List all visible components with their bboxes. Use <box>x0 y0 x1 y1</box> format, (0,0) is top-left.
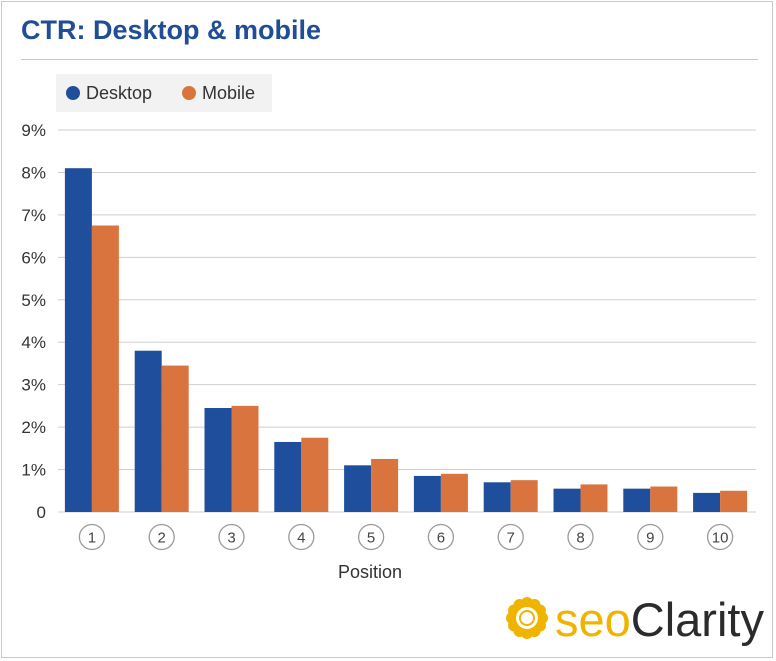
x-tick-label: 10 <box>712 530 729 547</box>
y-tick-label: 9% <box>21 121 46 140</box>
bar-mobile-position-7 <box>510 480 538 512</box>
x-tick-label: 2 <box>158 530 166 547</box>
x-tick-circle <box>567 523 594 551</box>
bar-desktop-position-10 <box>693 492 721 512</box>
x-tick-circle <box>357 523 385 551</box>
y-axis-ticks: 9% 8% 7% 6% 5% 4% 3% 2% 1% 0 <box>21 121 46 522</box>
x-tick-label: 9 <box>646 530 654 547</box>
bar-desktop-position-7 <box>483 482 511 512</box>
bar-mobile-position-6 <box>440 473 468 512</box>
x-tick-position-10: 10 <box>706 523 734 551</box>
legend-mobile-swatch <box>182 86 196 100</box>
x-tick-circle <box>218 523 245 551</box>
legend-desktop-label: Desktop <box>86 83 152 103</box>
x-tick-position-9: 9 <box>637 523 664 551</box>
x-tick-label: 3 <box>227 530 235 547</box>
x-tick-label: 5 <box>367 530 375 547</box>
legend-desktop-swatch <box>66 86 80 100</box>
x-tick-position-2: 2 <box>148 523 175 551</box>
x-tick-label: 8 <box>576 530 584 547</box>
y-tick-label: 6% <box>21 248 46 267</box>
bar-desktop-position-3 <box>204 408 232 512</box>
chart-title: CTR: Desktop & mobile <box>21 15 322 45</box>
bar-mobile-position-3 <box>231 405 259 512</box>
legend-mobile-label: Mobile <box>202 83 255 103</box>
sun-ring <box>519 610 535 626</box>
x-tick-label: 7 <box>507 530 515 547</box>
x-tick-circle <box>427 523 455 551</box>
x-tick-position-6: 6 <box>427 523 455 551</box>
x-tick-position-4: 4 <box>288 523 315 551</box>
bar-desktop-position-6 <box>413 475 441 512</box>
x-tick-circle <box>706 523 734 551</box>
y-tick-label: 4% <box>21 333 46 352</box>
bar-mobile-position-2 <box>161 365 189 512</box>
title-divider <box>21 59 758 60</box>
bar-mobile-position-10 <box>720 490 748 512</box>
bar-desktop-position-5 <box>344 465 372 512</box>
bar-desktop-position-8 <box>553 488 581 512</box>
bar-desktop-position-9 <box>623 488 651 512</box>
logo-wordmark: seoClarity <box>555 593 764 646</box>
x-tick-label: 6 <box>437 530 445 547</box>
y-tick-label: 0 <box>37 503 46 522</box>
bar-mobile-position-9 <box>650 486 678 512</box>
y-tick-label: 2% <box>21 418 46 437</box>
bar-desktop-position-1 <box>64 168 92 512</box>
y-tick-label: 7% <box>21 206 46 225</box>
bars <box>64 168 748 512</box>
bar-desktop-position-2 <box>134 350 162 512</box>
bar-mobile-position-1 <box>91 225 119 512</box>
legend: Desktop Mobile <box>56 74 272 112</box>
x-tick-position-1: 1 <box>78 523 106 551</box>
x-tick-circle <box>78 523 106 551</box>
x-tick-circle <box>637 523 664 551</box>
legend-background <box>56 74 272 112</box>
y-tick-label: 1% <box>21 461 46 480</box>
bar-mobile-position-8 <box>580 484 608 512</box>
x-axis-label: Position <box>338 562 402 582</box>
x-tick-position-3: 3 <box>218 523 245 551</box>
y-tick-label: 5% <box>21 291 46 310</box>
x-tick-label: 4 <box>297 530 305 547</box>
x-tick-position-7: 7 <box>497 523 524 551</box>
sun-icon <box>506 597 548 639</box>
seoclarity-logo: seoClarity <box>506 593 764 646</box>
bar-desktop-position-4 <box>274 441 302 512</box>
x-tick-label: 1 <box>88 530 96 547</box>
bar-mobile-position-5 <box>371 458 399 512</box>
x-tick-position-5: 5 <box>357 523 385 551</box>
x-tick-circle <box>288 523 315 551</box>
bar-mobile-position-4 <box>301 437 329 512</box>
y-tick-label: 3% <box>21 376 46 395</box>
y-tick-label: 8% <box>21 163 46 182</box>
x-tick-circle <box>497 523 524 551</box>
x-tick-circle <box>148 523 175 551</box>
x-axis-ticks: 1 2 3 4 5 6 7 8 9 10 <box>78 523 734 551</box>
x-tick-position-8: 8 <box>567 523 594 551</box>
